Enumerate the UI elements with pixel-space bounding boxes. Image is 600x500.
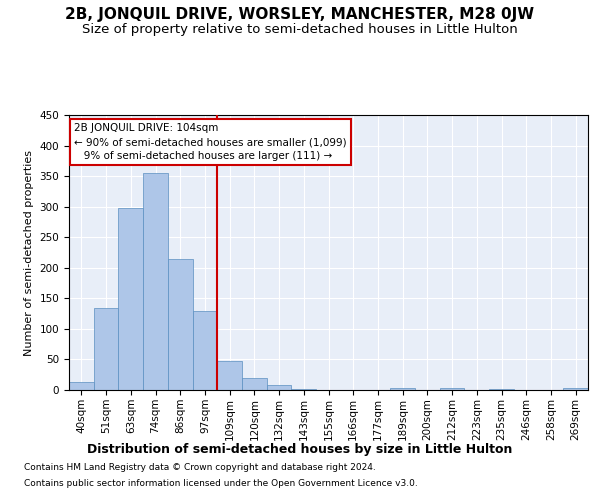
Text: 2B JONQUIL DRIVE: 104sqm
← 90% of semi-detached houses are smaller (1,099)
   9%: 2B JONQUIL DRIVE: 104sqm ← 90% of semi-d… bbox=[74, 123, 347, 161]
Bar bbox=[489, 389, 514, 390]
Bar bbox=[69, 382, 94, 390]
Bar bbox=[118, 208, 143, 390]
Bar bbox=[143, 173, 168, 390]
Bar bbox=[440, 388, 464, 390]
Bar bbox=[242, 378, 267, 390]
Text: Contains public sector information licensed under the Open Government Licence v3: Contains public sector information licen… bbox=[24, 478, 418, 488]
Y-axis label: Number of semi-detached properties: Number of semi-detached properties bbox=[24, 150, 34, 356]
Bar bbox=[193, 310, 217, 390]
Text: Contains HM Land Registry data © Crown copyright and database right 2024.: Contains HM Land Registry data © Crown c… bbox=[24, 464, 376, 472]
Bar bbox=[390, 388, 415, 390]
Text: 2B, JONQUIL DRIVE, WORSLEY, MANCHESTER, M28 0JW: 2B, JONQUIL DRIVE, WORSLEY, MANCHESTER, … bbox=[65, 8, 535, 22]
Bar bbox=[267, 385, 292, 390]
Bar bbox=[563, 388, 588, 390]
Bar bbox=[217, 362, 242, 390]
Text: Size of property relative to semi-detached houses in Little Hulton: Size of property relative to semi-detach… bbox=[82, 22, 518, 36]
Bar bbox=[94, 308, 118, 390]
Bar bbox=[168, 258, 193, 390]
Text: Distribution of semi-detached houses by size in Little Hulton: Distribution of semi-detached houses by … bbox=[88, 442, 512, 456]
